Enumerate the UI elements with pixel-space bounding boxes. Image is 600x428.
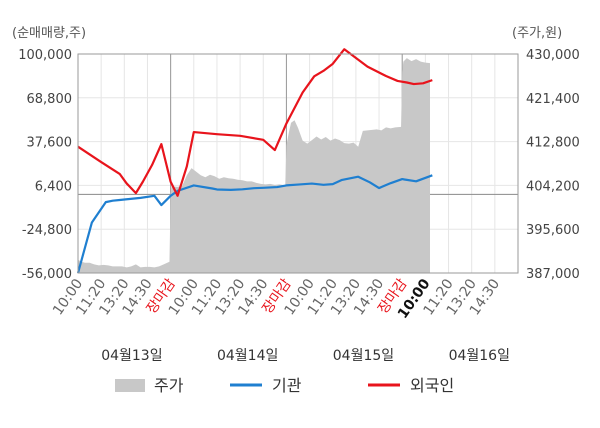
- legend: 주가 기관 외국인: [115, 376, 454, 395]
- left-tick-label: 100,000: [18, 48, 72, 63]
- plot-frame: [77, 53, 519, 274]
- right-tick-label: 421,400: [526, 92, 580, 107]
- right-axis-unit-label: (주가,원): [512, 26, 562, 41]
- series-lines-layer: [76, 48, 433, 274]
- date-label: 04월13일: [101, 348, 162, 364]
- legend-price-swatch: [115, 379, 145, 392]
- left-axis-unit-label: (순매매량,주): [12, 26, 86, 41]
- legend-institution-label: 기관: [272, 376, 302, 395]
- right-tick-label: 430,000: [526, 48, 580, 63]
- foreign-line: [77, 48, 433, 197]
- left-tick-label: -56,000: [22, 267, 72, 282]
- institution-line: [76, 174, 433, 274]
- date-label: 04월16일: [449, 348, 510, 364]
- price-area: [78, 58, 430, 273]
- left-tick-label: 6,400: [35, 179, 72, 194]
- right-tick-label: 412,800: [526, 136, 580, 151]
- right-tick-label: 387,000: [526, 267, 580, 282]
- legend-foreign-label: 외국인: [410, 376, 454, 395]
- left-tick-label: 37,600: [27, 136, 73, 151]
- date-label: 04월15일: [333, 348, 394, 364]
- right-tick-label: 395,600: [526, 223, 580, 238]
- left-tick-label: 68,800: [27, 92, 73, 107]
- price-area-layer: [78, 58, 430, 273]
- right-tick-label: 404,200: [526, 179, 580, 194]
- left-tick-label: -24,800: [22, 223, 72, 238]
- date-label: 04월14일: [217, 348, 278, 364]
- legend-price-label: 주가: [154, 376, 184, 395]
